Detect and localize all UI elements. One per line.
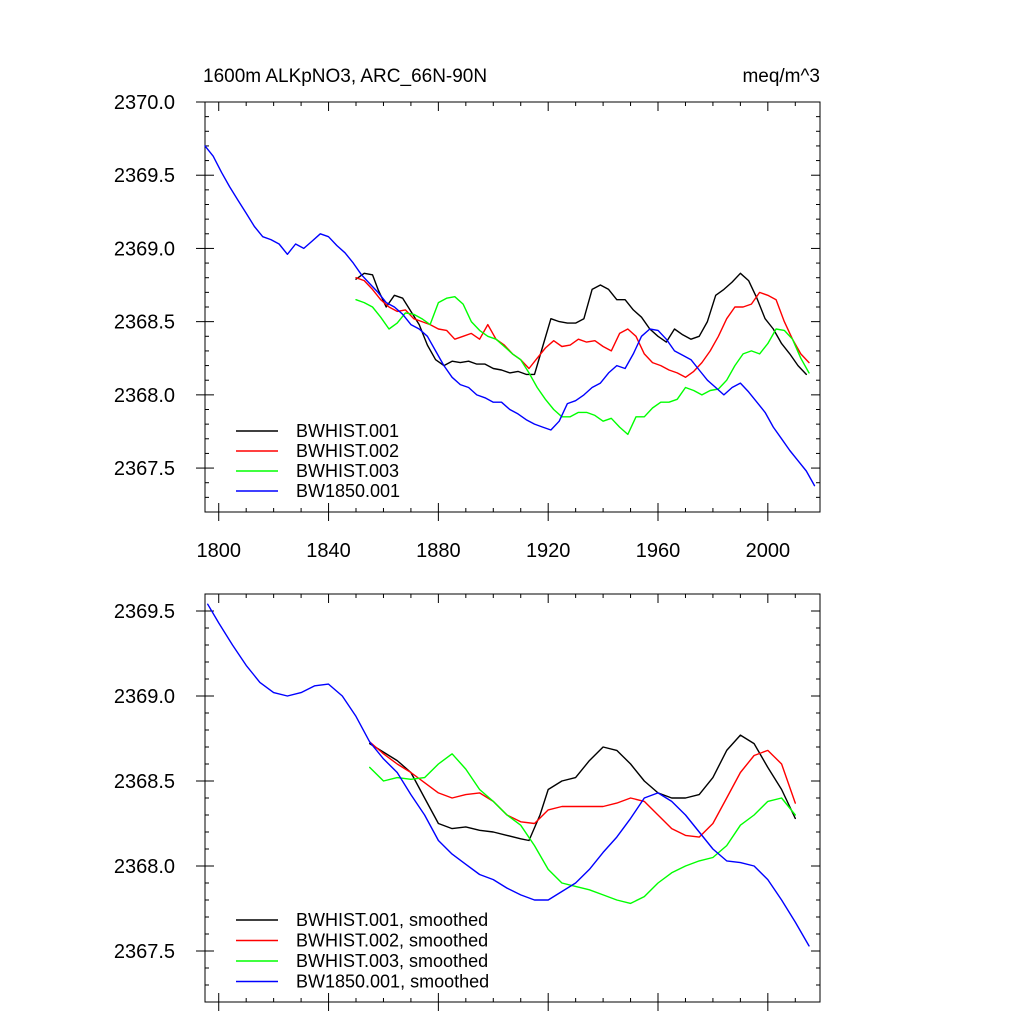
y-tick-label: 2367.5 [114, 458, 175, 480]
legend-label-2: BWHIST.002, smoothed [296, 931, 488, 951]
y-tick-label: 2370.0 [114, 92, 175, 114]
bottom-series-lines [206, 603, 810, 947]
series-line-3 [355, 296, 810, 436]
bottom-axis-ticks: 2367.5 2368.0 2368.5 2369.0 2369.5 [114, 593, 820, 1011]
y-tick-label: 2369.0 [114, 238, 175, 260]
series-line-2 [355, 277, 810, 378]
y-tick-label: 2367.5 [114, 941, 175, 963]
x-tick-label: 1840 [306, 540, 351, 562]
y-tick-label: 2369.5 [114, 165, 175, 187]
units-label: meq/m^3 [742, 66, 820, 87]
y-tick-label: 2369.5 [114, 601, 175, 623]
y-tick-label: 2368.5 [114, 771, 175, 793]
x-tick-label: 1960 [636, 540, 681, 562]
x-tick-label: 1880 [416, 540, 461, 562]
top-panel: 1600m ALKpNO3, ARC_66N-90N meq/m^3 1800 1… [114, 66, 821, 562]
series-line-2 [369, 741, 796, 838]
y-tick-label: 2369.0 [114, 686, 175, 708]
legend-label-1: BWHIST.001, smoothed [296, 910, 488, 930]
x-tick-label: 1800 [196, 540, 241, 562]
chart-title: 1600m ALKpNO3, ARC_66N-90N [203, 66, 487, 87]
series-line-3 [369, 753, 796, 905]
legend-label-2: BWHIST.002 [296, 441, 399, 461]
series-line-1 [369, 734, 796, 842]
legend-label-1: BWHIST.001 [296, 421, 399, 441]
series-line-1 [355, 272, 807, 376]
legend-label-4: BW1850.001 [296, 481, 400, 501]
legend-label-3: BWHIST.003 [296, 461, 399, 481]
top-axis-ticks: 1800 1840 1880 1920 1960 2000 2367.5 2368.0 2368… [114, 92, 820, 562]
x-tick-label: 2000 [746, 540, 791, 562]
x-tick-label: 1920 [526, 540, 571, 562]
series-line-4 [204, 145, 816, 487]
y-tick-label: 2368.0 [114, 856, 175, 878]
bottom-panel: 2367.5 2368.0 2368.5 2369.0 2369.5 BWHIST.00… [114, 593, 821, 1011]
top-series-lines [204, 145, 816, 487]
y-tick-label: 2368.0 [114, 385, 175, 407]
y-tick-label: 2368.5 [114, 312, 175, 334]
legend-label-4: BW1850.001, smoothed [296, 972, 489, 992]
legend-label-3: BWHIST.003, smoothed [296, 951, 488, 971]
series-line-4 [206, 603, 810, 947]
